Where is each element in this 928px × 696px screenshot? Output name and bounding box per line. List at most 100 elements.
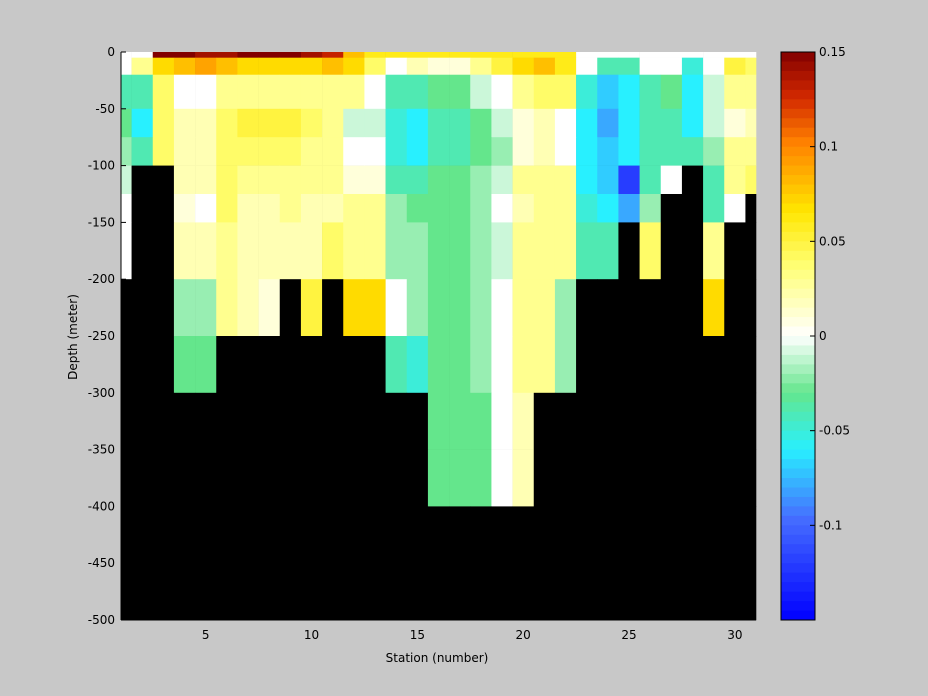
heatmap-cell [343, 506, 365, 621]
heatmap-cell [681, 165, 704, 195]
heatmap-cell [618, 279, 640, 337]
heatmap-cell [173, 194, 196, 223]
heatmap-cell [681, 222, 704, 280]
heatmap-cell [449, 165, 471, 195]
colorbar-swatch [781, 354, 815, 365]
colorbar-swatch [781, 553, 815, 564]
colorbar-swatch [781, 175, 815, 185]
heatmap-cell [121, 165, 132, 195]
x-tick-label: 15 [410, 628, 425, 642]
colorbar-swatch [781, 269, 815, 280]
heatmap-cell [364, 449, 386, 507]
heatmap-cell [364, 506, 386, 621]
heatmap-cell [597, 57, 619, 76]
colorbar-swatch [781, 222, 815, 233]
heatmap-cell [597, 449, 619, 507]
heatmap-cell [131, 74, 154, 110]
heatmap-cell [533, 137, 556, 166]
heatmap-cell [512, 506, 535, 621]
heatmap-cell [258, 52, 281, 58]
heatmap-cell [681, 336, 704, 394]
heatmap-cell [449, 279, 471, 337]
heatmap-cell [385, 74, 408, 110]
heatmap-cell [343, 336, 365, 394]
heatmap-cell [152, 137, 175, 166]
heatmap-cell [470, 392, 492, 450]
heatmap-cell [322, 57, 344, 76]
heatmap-cell [660, 52, 683, 58]
heatmap-cell [724, 165, 746, 195]
heatmap-cell [258, 57, 281, 76]
x-axis: 5 10 15 20 25 30 [121, 615, 756, 642]
heatmap-cell [745, 194, 757, 223]
heatmap-cell [660, 449, 683, 507]
heatmap-cell [576, 108, 598, 138]
x-tick-label: 25 [621, 628, 636, 642]
heatmap-cell [681, 194, 704, 223]
heatmap-cell [449, 506, 471, 621]
heatmap-cell [512, 165, 535, 195]
heatmap-cell [427, 392, 450, 450]
heatmap-cell [576, 137, 598, 166]
colorbar-swatch [781, 298, 815, 308]
heatmap-cell [533, 52, 556, 58]
heatmap-cell [745, 336, 757, 394]
heatmap-cell [279, 108, 302, 138]
heatmap-cell [660, 336, 683, 394]
heatmap-cell [237, 165, 259, 195]
heatmap-cell [173, 336, 196, 394]
heatmap-cell [364, 57, 386, 76]
heatmap-cell [300, 52, 323, 58]
heatmap-cell [258, 74, 281, 110]
heatmap-cell [343, 108, 365, 138]
heatmap-cell [343, 165, 365, 195]
heatmap-cell [533, 222, 556, 280]
heatmap-cell [491, 108, 513, 138]
heatmap-cell [491, 392, 513, 450]
heatmap-cell [343, 449, 365, 507]
heatmap-cell [427, 165, 450, 195]
heatmap-cell [322, 74, 344, 110]
heatmap-cell [703, 57, 725, 76]
heatmap-cell [470, 52, 492, 58]
heatmap-cell [745, 279, 757, 337]
heatmap-cell [173, 108, 196, 138]
heatmap-cell [364, 222, 386, 280]
heatmap-cell [491, 194, 513, 223]
heatmap-cell [449, 449, 471, 507]
heatmap-cell [406, 165, 429, 195]
heatmap-cell [385, 336, 408, 394]
heatmap-cell [279, 506, 302, 621]
heatmap-cell [195, 392, 217, 450]
heatmap-cell [449, 137, 471, 166]
colorbar-swatch [781, 317, 815, 327]
heatmap-cell [639, 74, 662, 110]
heatmap-cell [554, 108, 577, 138]
colorbar-tick-label: 0.05 [819, 234, 846, 248]
heatmap-cell [703, 74, 725, 110]
heatmap-cell [121, 108, 132, 138]
heatmap-cell [385, 222, 408, 280]
heatmap-cell [322, 222, 344, 280]
heatmap-cell [533, 74, 556, 110]
heatmap-cell [554, 165, 577, 195]
heatmap-cell [279, 222, 302, 280]
heatmap-cell [427, 137, 450, 166]
heatmap-cell [364, 137, 386, 166]
heatmap-cell [554, 57, 577, 76]
colorbar-swatch [781, 373, 815, 384]
colorbar-swatch [781, 212, 815, 223]
heatmap-cell [512, 279, 535, 337]
heatmap-cell [745, 165, 757, 195]
heatmap-cell [300, 506, 323, 621]
heatmap-cell [173, 137, 196, 166]
heatmap-cell [300, 108, 323, 138]
heatmap-cell [322, 392, 344, 450]
colorbar-swatch [781, 127, 815, 138]
y-tick-label: -250 [88, 329, 115, 343]
heatmap-cell [300, 449, 323, 507]
colorbar-swatch [781, 487, 815, 498]
colorbar-swatch [781, 336, 815, 346]
heatmap-cell [364, 52, 386, 58]
heatmap-cell [406, 57, 429, 76]
